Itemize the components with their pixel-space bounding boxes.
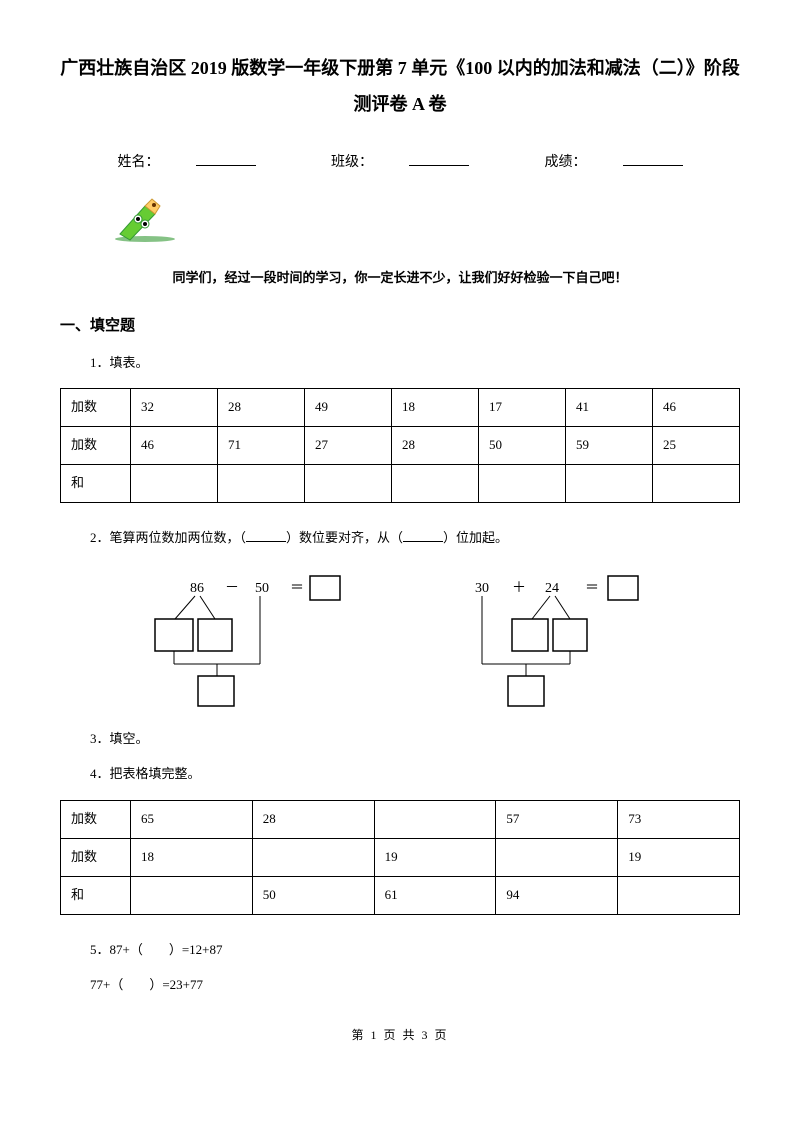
blank-field[interactable]: [246, 541, 286, 542]
page-title: 广西壮族自治区 2019 版数学一年级下册第 7 单元《100 以内的加法和减法…: [60, 50, 740, 122]
row-label: 加数: [61, 427, 131, 465]
row-label: 加数: [61, 838, 131, 876]
class-field[interactable]: [409, 165, 469, 166]
table-row: 加数 65 28 57 73: [61, 801, 740, 839]
table-2: 加数 65 28 57 73 加数 18 19 19 和 50 61 94: [60, 800, 740, 914]
diagram-1: 86 － 50 ＝: [140, 574, 360, 714]
table-row: 和: [61, 464, 740, 502]
svg-text:＝: ＝: [585, 581, 599, 596]
row-label: 加数: [61, 389, 131, 427]
blank-field[interactable]: [403, 541, 443, 542]
split-diagrams: 86 － 50 ＝ 30 ＋ 24 ＝: [60, 574, 740, 714]
score-label: 成绩：: [545, 155, 587, 170]
question-2: 2．笔算两位数加两位数，（）数位要对齐，从（）位加起。: [90, 528, 740, 549]
diagram-2: 30 ＋ 24 ＝: [440, 574, 660, 714]
svg-text:＝: ＝: [290, 581, 304, 596]
class-label: 班级：: [331, 155, 373, 170]
svg-text:50: 50: [255, 581, 269, 596]
table-row: 加数 18 19 19: [61, 838, 740, 876]
svg-text:24: 24: [545, 581, 559, 596]
question-5a: 5．87+（ ）=12+87: [90, 940, 740, 961]
page-footer: 第 1 页 共 3 页: [60, 1026, 740, 1045]
score-field[interactable]: [623, 165, 683, 166]
table-1: 加数 32 28 49 18 17 41 46 加数 46 71 27 28 5…: [60, 388, 740, 502]
svg-text:＋: ＋: [512, 581, 526, 596]
section-1-head: 一、填空题: [60, 314, 740, 338]
question-3: 3．填空。: [90, 729, 740, 750]
name-field[interactable]: [196, 165, 256, 166]
row-label: 和: [61, 876, 131, 914]
row-label: 加数: [61, 801, 131, 839]
table-row: 加数 32 28 49 18 17 41 46: [61, 389, 740, 427]
question-1: 1．填表。: [90, 353, 740, 374]
question-5b: 77+（ ）=23+77: [90, 975, 740, 996]
student-info: 姓名： 班级： 成绩：: [60, 152, 740, 174]
encourage-text: 同学们，经过一段时间的学习，你一定长进不少，让我们好好检验一下自己吧！: [60, 268, 740, 289]
table-row: 和 50 61 94: [61, 876, 740, 914]
question-4: 4．把表格填完整。: [90, 764, 740, 785]
row-label: 和: [61, 464, 131, 502]
svg-text:30: 30: [475, 581, 489, 596]
name-label: 姓名：: [118, 155, 160, 170]
svg-text:86: 86: [190, 581, 204, 596]
svg-text:－: －: [225, 581, 239, 596]
table-row: 加数 46 71 27 28 50 59 25: [61, 427, 740, 465]
pencil-icon: [110, 194, 740, 252]
